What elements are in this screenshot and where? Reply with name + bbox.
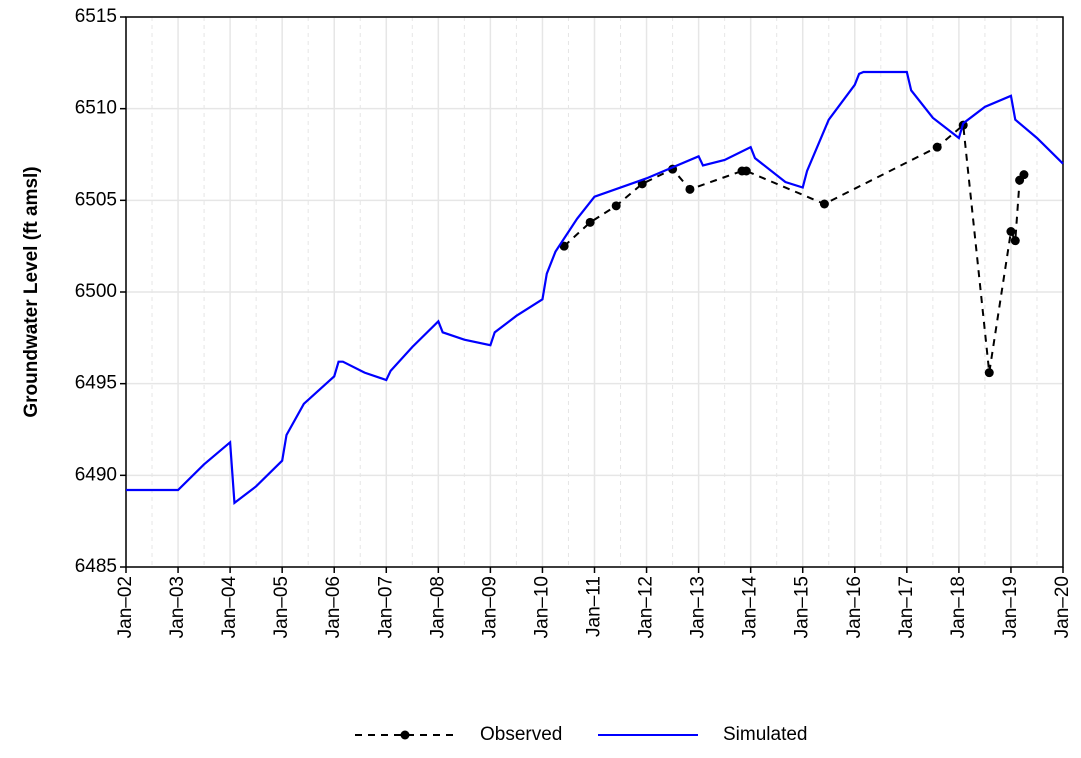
data-point [984, 368, 994, 378]
x-tick-label: Jan–16 [844, 576, 865, 638]
data-point [932, 142, 942, 152]
x-tick-label: Jan–15 [792, 576, 813, 638]
x-tick-label: Jan–04 [219, 576, 240, 639]
data-point [585, 217, 595, 227]
x-tick-label: Jan–13 [688, 576, 709, 638]
x-tick-label: Jan–14 [740, 576, 761, 639]
y-tick-label: 6500 [75, 281, 117, 302]
legend-label: Simulated [723, 724, 808, 745]
y-tick-label: 6515 [75, 6, 117, 27]
x-tick-label: Jan–12 [636, 576, 657, 638]
y-tick-label: 6510 [75, 98, 117, 119]
x-tick-label: Jan–02 [115, 576, 136, 638]
x-tick-label: Jan–09 [479, 576, 500, 638]
y-axis-label: Groundwater Level (ft amsl) [21, 166, 42, 417]
x-tick-label: Jan–18 [948, 576, 969, 638]
data-point [1019, 170, 1029, 180]
x-tick-label: Jan–07 [375, 576, 396, 638]
x-tick-label: Jan–05 [271, 576, 292, 638]
y-tick-label: 6490 [75, 464, 117, 485]
data-point [1010, 236, 1020, 246]
data-point [611, 201, 621, 211]
series-line [126, 70, 1064, 505]
data-point [1006, 227, 1016, 236]
legend-marker [400, 730, 410, 740]
x-tick-label: Jan–03 [167, 576, 188, 638]
y-tick-label: 6485 [75, 556, 117, 577]
x-tick-label: Jan–19 [1000, 576, 1021, 638]
y-tick-label: 6505 [75, 189, 117, 210]
data-point [685, 184, 695, 194]
data-point [559, 241, 569, 251]
x-tick-label: Jan–11 [584, 576, 605, 637]
series-simulated [126, 70, 1064, 505]
series-observed [559, 120, 1029, 378]
y-tick-label: 6495 [75, 373, 117, 394]
legend-label: Observed [480, 724, 562, 745]
series-line [563, 123, 1025, 373]
data-point [741, 166, 751, 176]
x-tick-label: Jan–06 [323, 576, 344, 638]
data-point [819, 199, 829, 209]
x-tick-label: Jan–08 [427, 576, 448, 638]
x-tick-label: Jan–10 [531, 576, 552, 638]
x-tick-label: Jan–17 [896, 576, 917, 638]
x-tick-label: Jan–20 [1052, 576, 1073, 638]
